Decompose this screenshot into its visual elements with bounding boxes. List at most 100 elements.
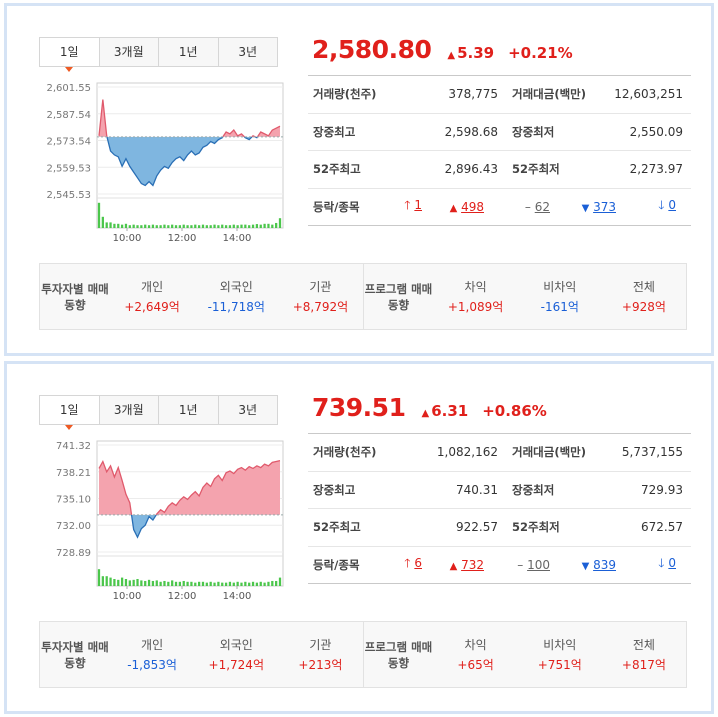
tab-1day[interactable]: 1일: [40, 38, 99, 72]
price-change-percent: +0.86%: [482, 402, 547, 420]
volume-bar: [178, 225, 182, 228]
lower-limit-arrow-icon: 🡓: [658, 556, 665, 571]
tab-3year[interactable]: 3년: [217, 38, 277, 66]
volume-bar: [217, 581, 220, 586]
flow-label: 차익: [464, 279, 487, 294]
volume-bar: [278, 218, 282, 228]
kosdaq-panel: 1일 3개월 1년 3년 741.32 738.21 735.10 732.00 728…: [4, 361, 714, 714]
upper-limit-arrow-icon: 🡑: [404, 556, 411, 571]
volume-bar: [147, 579, 151, 586]
volume-bar: [224, 582, 228, 586]
price-summary: 2,580.80 ▲ 5.39 +0.21%: [312, 35, 573, 64]
flow-total: 전체 +928억: [602, 277, 686, 317]
tab-1year[interactable]: 1년: [158, 38, 218, 66]
volume-bar: [136, 579, 139, 586]
volume-bar: [244, 581, 247, 586]
volume-bar: [132, 224, 135, 228]
investor-flows: 투자자별 매매동향 개인 -1,853억 외국인 +1,724억 기관 +213억: [40, 622, 363, 687]
unchanged-link[interactable]: 62: [534, 199, 550, 214]
volume-bar: [159, 581, 162, 586]
program-flows: 프로그램 매매동향 차익 +65억 비차익 +751억 전체 +817억: [362, 622, 687, 687]
volume-bar: [140, 580, 143, 586]
kospi-panel: 1일 3개월 1년 3년 2,601.55 2,587.54 2,573.54 2,5…: [4, 3, 714, 356]
advancers-link[interactable]: 498: [461, 199, 484, 214]
low-52w: 672.57: [641, 520, 683, 535]
upper-limit: 🡑 1: [382, 196, 422, 217]
x-tick-label: 14:00: [223, 591, 252, 601]
intraday-low: 2,550.09: [629, 124, 683, 139]
intraday-chart: 741.32 738.21 735.10 732.00 728.89 10:00 12:00…: [39, 436, 284, 601]
volume-bar: [155, 225, 158, 228]
tab-1day[interactable]: 1일: [40, 396, 99, 430]
stats-row: 거래량(천주) 1,082,162 거래대금(백만) 5,737,155: [308, 434, 691, 472]
tab-3month[interactable]: 3개월: [98, 38, 158, 66]
volume-bar: [101, 216, 104, 228]
flow-label: 외국인: [219, 637, 253, 652]
volume-bar: [144, 224, 147, 228]
volume-bar: [174, 581, 178, 586]
volume-label: 거래량(천주): [313, 445, 377, 460]
high-52w-label: 52주최고: [313, 162, 361, 177]
volume-bar: [248, 225, 251, 228]
volume-bar: [194, 582, 197, 586]
flow-nonarbitrage: 비차익 -161억: [518, 277, 602, 317]
lower-limit-link[interactable]: 0: [668, 556, 676, 571]
x-tick-label: 14:00: [223, 233, 252, 243]
tab-3year[interactable]: 3년: [217, 396, 277, 424]
breadth-label: 등락/종목: [313, 199, 360, 214]
volume-bar: [205, 225, 208, 228]
intraday-chart: 2,601.55 2,587.54 2,573.54 2,559.53 2,545.53…: [39, 78, 284, 243]
flow-label: 기관: [309, 637, 332, 652]
volume-bar: [205, 582, 208, 586]
decliners: ▼ 373: [550, 200, 616, 214]
unchanged-link[interactable]: 100: [527, 557, 550, 572]
advancers-link[interactable]: 732: [461, 557, 484, 572]
volume-bar: [113, 579, 116, 586]
decliners-link[interactable]: 839: [593, 557, 616, 572]
flow-label: 비차익: [543, 637, 577, 652]
volume-bar: [159, 225, 162, 228]
volume-bar: [174, 225, 178, 228]
volume-bar: [151, 580, 155, 586]
volume-bar: [228, 581, 232, 586]
volume-bar: [113, 223, 116, 228]
investor-flows-title: 투자자별 매매동향: [41, 281, 109, 312]
lower-limit: 🡓 0: [616, 196, 676, 217]
stats-table: 거래량(천주) 378,775 거래대금(백만) 12,603,251 장중최고…: [308, 75, 691, 226]
y-tick-label: 2,559.53: [46, 163, 91, 174]
volume-bar: [105, 576, 108, 586]
lower-limit-link[interactable]: 0: [668, 198, 676, 213]
tab-1year[interactable]: 1년: [158, 396, 218, 424]
volume-bar: [255, 582, 259, 586]
volume-bar: [194, 224, 197, 228]
volume-bar: [221, 224, 224, 228]
tab-3month[interactable]: 3개월: [98, 396, 158, 424]
volume-bar: [140, 225, 143, 228]
upper-limit-link[interactable]: 1: [414, 198, 422, 213]
volume-bar: [147, 225, 151, 228]
volume-bar: [271, 580, 274, 586]
investor-flows: 투자자별 매매동향 개인 +2,649억 외국인 -11,718억 기관 +8,792…: [40, 264, 363, 329]
intraday-high: 2,598.68: [444, 124, 498, 139]
program-flows: 프로그램 매매동향 차익 +1,089억 비차익 -161억 전체 +928억: [362, 264, 687, 329]
volume-bar: [240, 224, 243, 228]
index-price: 2,580.80: [312, 35, 432, 64]
upper-limit: 🡑 6: [382, 554, 422, 575]
volume-bar: [117, 579, 120, 586]
volume-bar: [259, 581, 262, 586]
y-tick-label: 2,573.54: [46, 137, 91, 148]
volume-bar: [271, 224, 274, 228]
volume-value: 1,082,162: [436, 445, 498, 460]
flow-value: -11,718억: [207, 299, 265, 314]
upper-limit-link[interactable]: 6: [414, 556, 422, 571]
volume-bar: [251, 224, 255, 228]
y-tick-label: 738.21: [56, 468, 91, 479]
volume-bar: [109, 577, 112, 586]
y-tick-label: 735.10: [56, 495, 91, 506]
volume-bar: [163, 224, 166, 228]
decliners-link[interactable]: 373: [593, 199, 616, 214]
volume-bar: [171, 580, 174, 586]
stats-row: 52주최고 2,896.43 52주최저 2,273.97: [308, 151, 691, 189]
stats-table: 거래량(천주) 1,082,162 거래대금(백만) 5,737,155 장중최…: [308, 433, 691, 584]
lower-limit: 🡓 0: [616, 554, 676, 575]
